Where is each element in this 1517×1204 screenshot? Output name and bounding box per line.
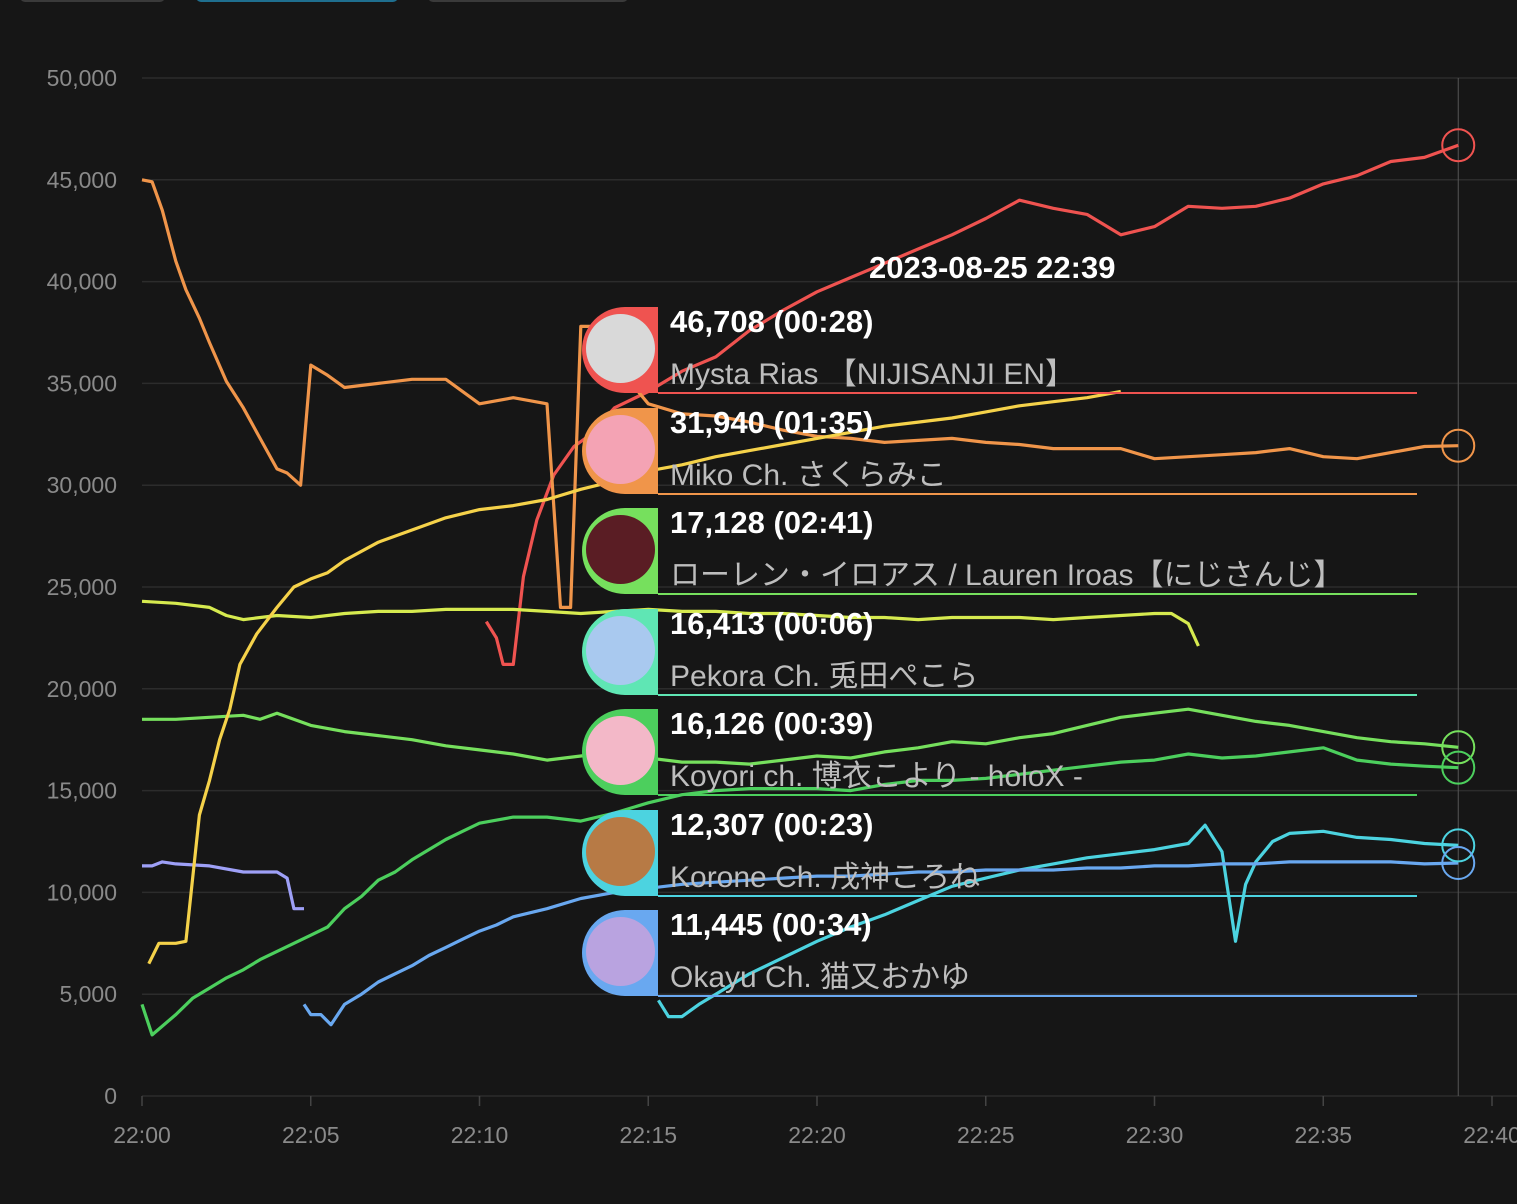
viewer-count-value: 11,445 xyxy=(670,907,764,942)
channel-name: ローレン・イロアス / Lauren Iroas【にじさんじ】 xyxy=(670,559,1344,592)
tooltip-row-underline xyxy=(658,392,1417,394)
x-tick-label: 22:15 xyxy=(619,1122,677,1148)
avatar-image xyxy=(586,314,655,383)
hover-marker-0 xyxy=(1441,128,1476,163)
avatar-image xyxy=(586,917,655,986)
stream-duration: (02:41) xyxy=(773,505,874,540)
tooltip-timestamp: 2023-08-25 22:39 xyxy=(869,250,1116,285)
avatar-image xyxy=(586,414,655,484)
avatar xyxy=(582,608,658,695)
tooltip-row-underline xyxy=(658,593,1417,595)
viewer-count: 16,413 (00:06) xyxy=(670,606,873,642)
x-tick-label: 22:40 xyxy=(1463,1122,1517,1148)
avatar xyxy=(582,407,658,494)
viewer-count: 31,940 (01:35) xyxy=(670,405,873,441)
y-tick-label: 20,000 xyxy=(47,676,117,702)
avatar-image xyxy=(586,515,655,584)
x-tick-label: 22:20 xyxy=(788,1122,846,1148)
tooltip-row: 16,126 (00:39) Koyori ch. 博衣こより - holoX - xyxy=(582,705,1418,796)
series-line-8 xyxy=(147,389,1122,965)
top-tab-3[interactable] xyxy=(428,0,628,2)
x-tick-label: 22:10 xyxy=(451,1122,509,1148)
y-tick-label: 45,000 xyxy=(47,167,117,193)
hover-marker-6 xyxy=(1441,845,1476,880)
y-tick-label: 15,000 xyxy=(47,778,117,804)
hover-marker-5 xyxy=(1441,828,1476,863)
x-axis-ticks: 22:00 22:05 22:10 22:15 22:20 22:25 22:30 22:35… xyxy=(113,1096,1517,1148)
avatar-image xyxy=(586,816,655,886)
stream-duration: (00:28) xyxy=(773,304,874,339)
series-line-5 xyxy=(657,823,1459,1019)
x-tick-label: 22:25 xyxy=(957,1122,1015,1148)
series-line-0 xyxy=(484,143,1459,666)
avatar xyxy=(582,307,658,393)
viewer-count-value: 16,126 xyxy=(670,706,765,741)
series-line-2 xyxy=(142,707,1459,766)
stream-duration: (01:35) xyxy=(773,404,874,440)
avatar xyxy=(582,809,658,896)
channel-name: Korone Ch. 戌神ころね xyxy=(670,860,981,894)
channel-name: Miko Ch. さくらみこ xyxy=(670,458,947,492)
y-tick-label: 35,000 xyxy=(47,370,117,396)
x-tick-label: 22:30 xyxy=(1126,1122,1184,1148)
viewer-count: 12,307 (00:23) xyxy=(670,807,873,843)
stream-duration: (00:39) xyxy=(773,706,874,741)
tooltip-row-underline xyxy=(658,794,1417,796)
viewer-count-value: 12,307 xyxy=(670,806,765,842)
avatar xyxy=(582,508,658,594)
viewer-count-value: 17,128 xyxy=(670,505,765,540)
channel-name: Mysta Rias 【NIJISANJI EN】 xyxy=(670,358,1076,391)
y-tick-label: 30,000 xyxy=(47,472,117,498)
y-tick-label: 25,000 xyxy=(47,574,117,600)
viewer-count-value: 16,413 xyxy=(670,605,765,641)
y-tick-label: 50,000 xyxy=(47,65,117,91)
x-tick-label: 22:00 xyxy=(113,1122,171,1148)
y-tick-label: 10,000 xyxy=(47,879,117,905)
tooltip-row-underline xyxy=(658,995,1417,997)
viewer-count: 46,708 (00:28) xyxy=(670,304,873,340)
tooltip-row: 17,128 (02:41) ローレン・イロアス / Lauren Iroas【に… xyxy=(582,504,1418,595)
stream-duration: (00:23) xyxy=(773,806,874,842)
avatar-image xyxy=(586,615,655,685)
x-tick-label: 22:35 xyxy=(1294,1122,1352,1148)
tooltip-row: 31,940 (01:35) Miko Ch. さくらみこ xyxy=(582,404,1418,495)
series-line-7 xyxy=(142,860,304,911)
viewer-count-value: 31,940 xyxy=(670,404,765,440)
y-tick-label: 0 xyxy=(104,1083,117,1109)
channel-name: Koyori ch. 博衣こより - holoX - xyxy=(670,760,1083,793)
hover-tooltip: 2023-08-25 22:39 46,708 (00:28) Mysta Ria… xyxy=(582,250,1418,1000)
viewer-count-value: 46,708 xyxy=(670,304,765,339)
series-line-3 xyxy=(141,599,1200,647)
top-tab-1[interactable] xyxy=(20,0,165,2)
tooltip-row: 46,708 (00:28) Mysta Rias 【NIJISANJI EN】 xyxy=(582,303,1418,394)
viewer-count: 11,445 (00:34) xyxy=(670,907,872,943)
tooltip-row-underline xyxy=(658,492,1417,495)
hover-marker-2 xyxy=(1441,730,1476,765)
top-tab-2[interactable] xyxy=(196,0,398,2)
tooltip-row: 12,307 (00:23) Korone Ch. 戌神ころね xyxy=(582,806,1418,897)
series-line-4 xyxy=(140,746,1459,1037)
series-line-6 xyxy=(302,860,1459,1027)
y-tick-label: 5,000 xyxy=(59,981,117,1007)
avatar xyxy=(582,910,658,996)
viewer-count: 17,128 (02:41) xyxy=(670,505,873,541)
avatar-image xyxy=(586,716,655,785)
channel-name: Okayu Ch. 猫又おかゆ xyxy=(670,961,971,994)
stream-duration: (00:34) xyxy=(771,907,872,942)
tooltip-row-underline xyxy=(658,894,1417,897)
tooltip-row-underline xyxy=(658,693,1417,696)
viewer-count: 16,126 (00:39) xyxy=(670,706,873,742)
channel-name: Pekora Ch. 兎田ぺこら xyxy=(670,659,979,693)
hover-markers xyxy=(1441,128,1476,880)
y-axis-ticks: 0 5,000 10,000 15,000 20,000 25,000 30,000 35,0… xyxy=(47,65,117,1109)
tooltip-row: 16,413 (00:06) Pekora Ch. 兎田ぺこら xyxy=(582,605,1418,696)
x-tick-label: 22:05 xyxy=(282,1122,340,1148)
hover-marker-4 xyxy=(1441,750,1476,785)
y-tick-label: 40,000 xyxy=(47,269,117,295)
hover-marker-1 xyxy=(1441,428,1476,463)
stream-duration: (00:06) xyxy=(773,605,874,641)
tooltip-row: 11,445 (00:34) Okayu Ch. 猫又おかゆ xyxy=(582,906,1418,997)
avatar xyxy=(582,709,658,795)
